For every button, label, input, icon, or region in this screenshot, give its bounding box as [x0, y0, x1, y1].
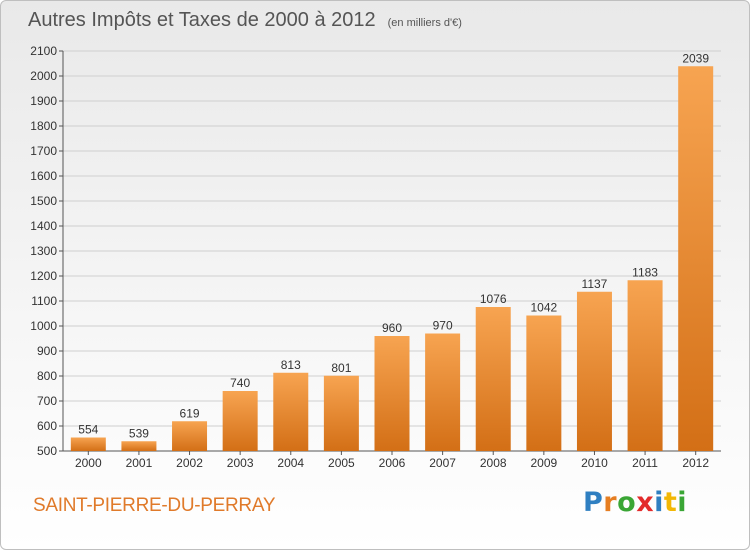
x-tick-label: 2005 [328, 456, 355, 470]
y-tick-label: 1400 [30, 219, 57, 233]
y-tick-label: 2000 [30, 69, 57, 83]
proxiti-logo[interactable]: Proxiti [583, 487, 687, 518]
data-label: 619 [180, 406, 200, 420]
y-tick-label: 1600 [30, 169, 57, 183]
chart-title: Autres Impôts et Taxes de 2000 à 2012 [28, 9, 376, 31]
y-tick-label: 900 [37, 344, 57, 358]
y-tick-label: 1200 [30, 269, 57, 283]
data-label: 813 [281, 358, 301, 372]
x-tick-label: 2010 [581, 456, 608, 470]
y-tick-label: 1800 [30, 119, 57, 133]
logo-letter: i [677, 487, 688, 518]
bar-2000[interactable] [70, 437, 106, 452]
bar-2008[interactable] [475, 307, 511, 451]
y-tick-label: 1300 [30, 244, 57, 258]
logo-letter: P [583, 487, 604, 518]
y-tick-label: 2100 [30, 44, 57, 58]
y-tick-label: 500 [37, 444, 57, 458]
bar-2007[interactable] [425, 333, 461, 452]
data-label: 960 [382, 321, 402, 335]
y-tick-label: 1500 [30, 194, 57, 208]
data-label: 1076 [480, 292, 507, 306]
x-tick-label: 2002 [176, 456, 203, 470]
x-tick-label: 2009 [530, 456, 557, 470]
y-tick-label: 600 [37, 419, 57, 433]
data-label: 970 [433, 319, 453, 333]
bar-2002[interactable] [172, 421, 208, 451]
y-tick-label: 1000 [30, 319, 57, 333]
y-tick-label: 800 [37, 369, 57, 383]
logo-letter: o [617, 487, 637, 518]
bar-2004[interactable] [273, 372, 309, 451]
commune-name: SAINT-PIERRE-DU-PERRAY [33, 495, 276, 516]
y-tick-label: 700 [37, 394, 57, 408]
logo-letter: r [603, 487, 618, 518]
chart-subtitle: (en milliers d'€) [387, 17, 462, 29]
logo-letter: i [654, 487, 664, 518]
x-tick-label: 2008 [480, 456, 507, 470]
data-label: 539 [129, 426, 149, 440]
bar-2006[interactable] [374, 336, 410, 451]
data-label: 1137 [582, 277, 608, 291]
logo-letter: x [636, 487, 655, 518]
bar-2003[interactable] [222, 391, 258, 451]
data-label: 554 [78, 423, 98, 437]
data-label: 1183 [632, 265, 658, 279]
bar-2011[interactable] [627, 280, 663, 451]
x-tick-label: 2001 [126, 456, 153, 470]
data-label: 801 [331, 361, 351, 375]
y-tick-label: 1700 [30, 144, 57, 158]
data-label: 740 [230, 376, 250, 390]
x-tick-label: 2004 [277, 456, 304, 470]
x-tick-label: 2006 [379, 456, 406, 470]
x-tick-label: 2003 [227, 456, 254, 470]
y-tick-label: 1100 [31, 294, 57, 308]
bar-2009[interactable] [526, 315, 562, 452]
y-tick-label: 1900 [30, 94, 57, 108]
x-tick-label: 2007 [429, 456, 456, 470]
x-tick-label: 2000 [75, 456, 102, 470]
bar-2010[interactable] [576, 291, 612, 451]
x-tick-label: 2011 [632, 456, 658, 470]
logo-letter: t [663, 487, 678, 518]
bar-2012[interactable] [678, 66, 714, 451]
data-label: 2039 [682, 51, 709, 65]
bar-2001[interactable] [121, 441, 157, 451]
x-tick-label: 2012 [682, 456, 709, 470]
chart-title-row: Autres Impôts et Taxes de 2000 à 2012 (e… [28, 9, 462, 32]
bar-2005[interactable] [323, 375, 359, 451]
data-label: 1042 [530, 301, 557, 315]
